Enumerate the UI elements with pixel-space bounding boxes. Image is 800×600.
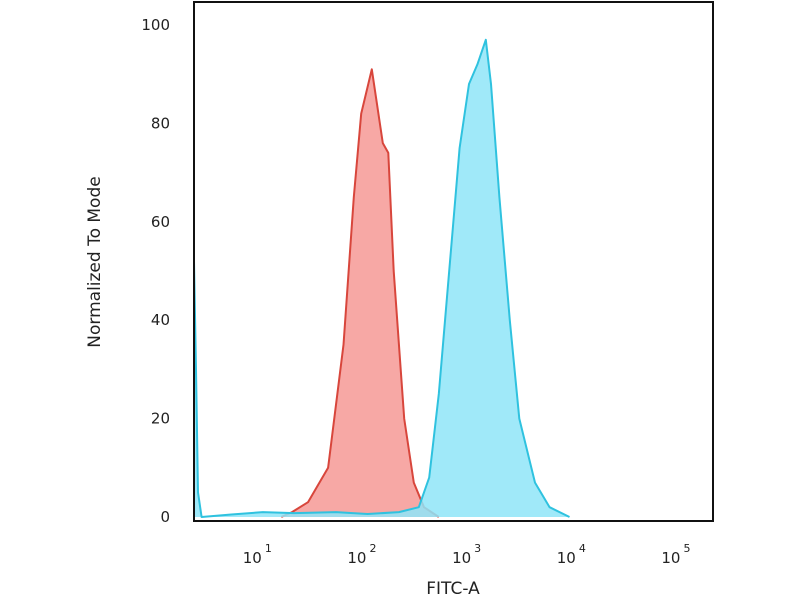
series-2-area: [194, 39, 570, 518]
x-tick-label: 101: [243, 542, 272, 567]
y-tick-label: 100: [141, 16, 170, 34]
x-tick-label: 102: [347, 542, 376, 567]
x-tick-base: 10: [661, 549, 680, 567]
y-tick-label: 60: [151, 213, 170, 231]
y-axis-label: Normalized To Mode: [85, 176, 105, 347]
y-tick-label: 20: [151, 410, 170, 428]
y-tick-label: 40: [151, 311, 170, 329]
series-1-line: [280, 68, 440, 518]
x-tick-label: 103: [452, 542, 481, 567]
series-1-area: [281, 69, 439, 518]
x-axis-label: FITC-A: [426, 579, 480, 599]
x-tick-label: 105: [661, 542, 690, 567]
y-tick-label: 0: [160, 508, 170, 526]
x-tick-base: 10: [347, 549, 366, 567]
series-2-line: [193, 38, 570, 518]
x-tick-exponent: 1: [265, 542, 272, 555]
x-tick-label: 104: [557, 542, 586, 567]
x-tick-exponent: 4: [579, 542, 586, 555]
series-layer: [193, 38, 570, 518]
x-tick-base: 10: [243, 549, 262, 567]
y-tick-labels: 0 20 40 60 80 100: [141, 16, 170, 526]
x-tick-base: 10: [452, 549, 471, 567]
x-tick-exponent: 2: [369, 542, 376, 555]
plot-frame: [193, 1, 714, 522]
x-tick-exponent: 3: [474, 542, 481, 555]
x-tick-exponent: 5: [683, 542, 690, 555]
x-tick-base: 10: [557, 549, 576, 567]
y-tick-label: 80: [151, 114, 170, 132]
